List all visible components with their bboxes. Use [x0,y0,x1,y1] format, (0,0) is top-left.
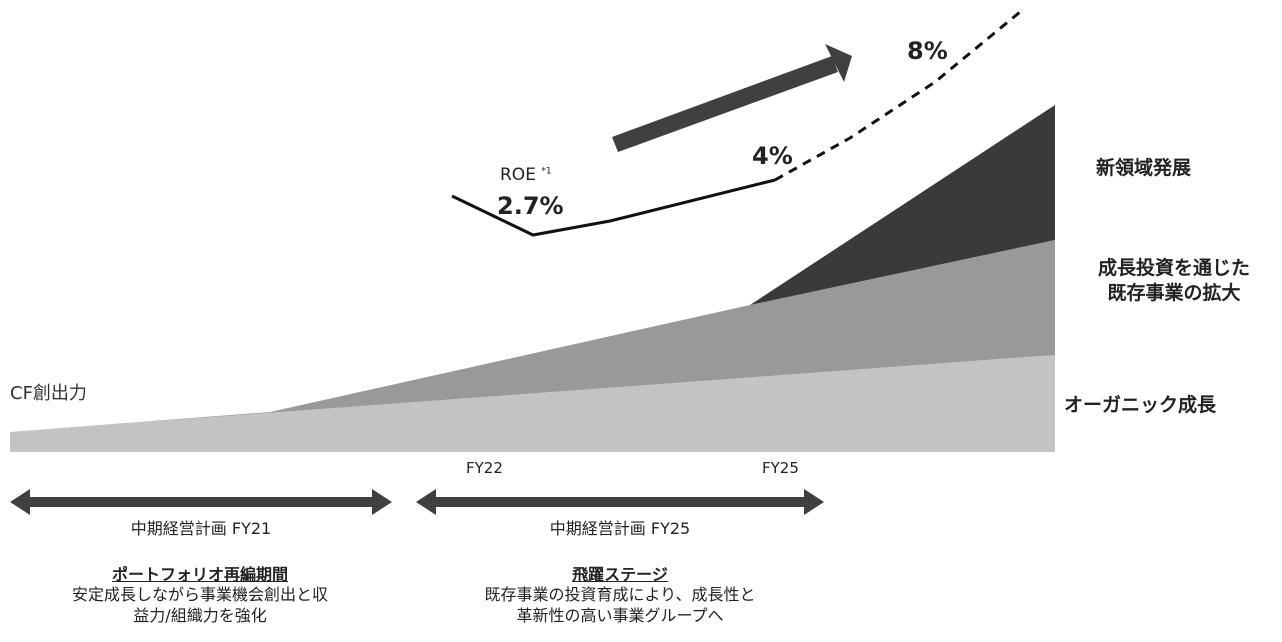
area-organic [10,355,1055,452]
roe-label: ROE *1 [500,165,552,186]
period-arrow-fy21-right-head [372,489,392,515]
roe-footnote-mark: *1 [541,166,552,177]
roe-value-start: 2.7% [497,192,564,220]
period-arrow-fy25 [416,489,824,515]
period-arrow-fy25-left-head [416,489,436,515]
period-arrow-fy21 [10,489,392,515]
roe-value-mid: 4% [752,142,793,170]
label-new-domain: 新領域発展 [1096,157,1192,179]
label-growth-investment-line2: 既存事業の拡大 [1107,281,1241,304]
period-arrow-fy25-right-head [804,489,824,515]
plan-description-fy21: ポートフォリオ再編期間 安定成長しながら事業機会創出と収 益力/組織力を強化 [4,565,396,625]
plan-description-fy25: 飛躍ステージ 既存事業の投資育成により、成長性と 革新性の高い事業グループへ [416,565,824,625]
period-arrow-fy21-left-head [10,489,30,515]
trend-arrow-shaft [612,56,838,152]
plan-desc-fy21-line1: 安定成長しながら事業機会創出と収 [71,585,328,605]
roe-line-projected [774,10,1021,182]
trend-arrow [612,44,852,152]
plan-title-fy25: 飛躍ステージ [572,565,668,584]
roe-line-actual [451,178,776,237]
fy-tick-fy22: FY22 [466,459,503,477]
plan-desc-fy25-line1: 既存事業の投資育成により、成長性と [484,585,756,605]
label-organic-growth: オーガニック成長 [1064,394,1217,416]
label-growth-investment: 成長投資を通じた 既存事業の拡大 [1068,257,1280,305]
plan-desc-fy25-line2: 革新性の高い事業グループへ [516,605,724,625]
plan-desc-fy21-line2: 益力/組織力を強化 [133,605,267,625]
trend-arrow-head [825,44,852,82]
plan-name-fy25: 中期経営計画 FY25 [549,519,691,538]
area-growth-investment [10,240,1055,432]
label-growth-investment-line1: 成長投資を通じた [1097,257,1250,279]
plan-title-fy21: ポートフォリオ再編期間 [111,565,288,584]
fy-tick-fy25: FY25 [762,459,799,477]
roe-label-text: ROE [500,165,536,185]
cf-generation-label: CF創出力 [10,383,87,404]
plan-name-fy21: 中期経営計画 FY21 [130,519,272,538]
area-new-domain [750,105,1055,305]
roe-value-target: 8% [907,37,948,65]
